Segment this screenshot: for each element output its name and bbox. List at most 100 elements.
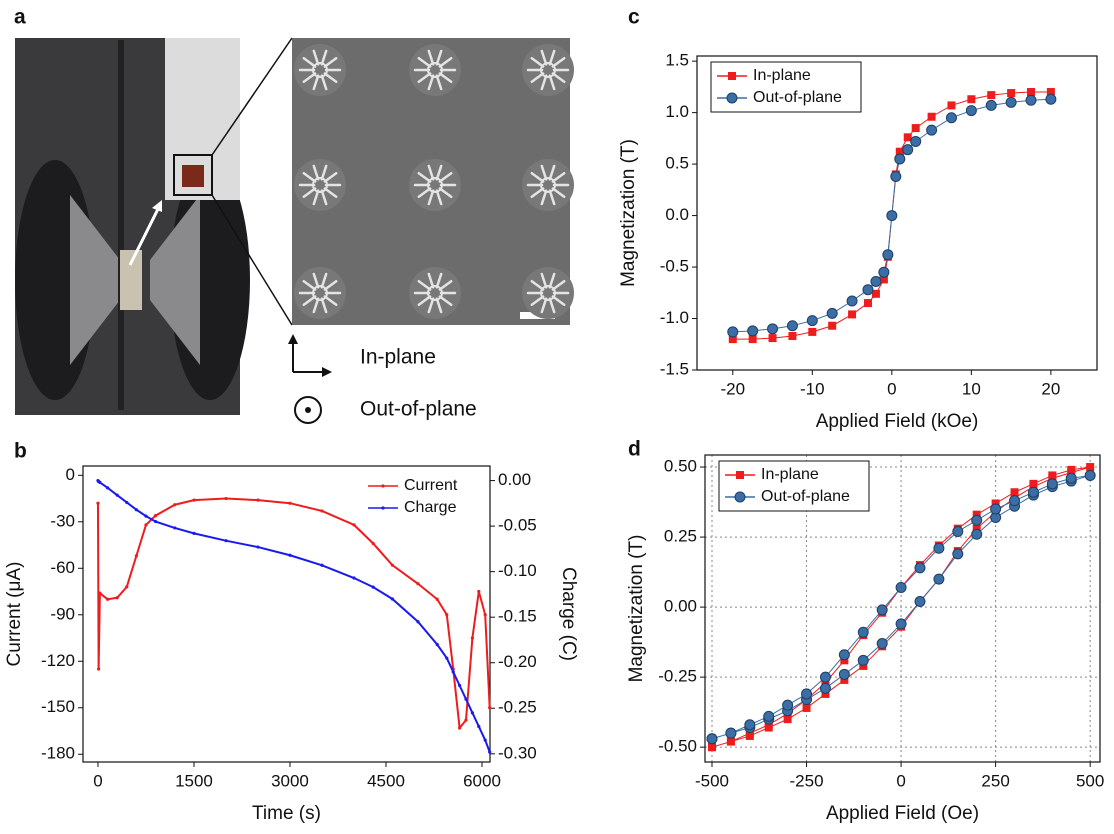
marker [1048, 471, 1057, 480]
microrobot-core [540, 177, 556, 193]
marker [927, 112, 936, 121]
marker [105, 597, 110, 601]
marker [863, 299, 872, 308]
microrobot-arm [417, 56, 432, 68]
marker [857, 626, 869, 638]
marker [144, 514, 148, 518]
x-tick-label: -10 [800, 379, 825, 398]
x-tick-label: 0 [896, 771, 905, 790]
microrobot-arm [302, 56, 317, 68]
marker [801, 688, 813, 700]
marker [96, 501, 100, 505]
direction-label: In-plane [360, 346, 436, 369]
marker [1027, 486, 1039, 498]
marker [788, 332, 797, 341]
microrobot-arm [427, 74, 435, 91]
microrobot-arm [548, 189, 556, 206]
marker [821, 689, 830, 698]
y-tick-label: -180 [41, 744, 75, 763]
microrobot-arm [438, 187, 453, 199]
legend-label: In-plane [761, 466, 819, 483]
x-tick-label: 6000 [463, 771, 501, 790]
y-tick-label: -120 [41, 651, 75, 670]
microrobot-arm [548, 49, 556, 66]
marker [971, 514, 983, 526]
pole-left [70, 195, 120, 365]
legend-label: Out-of-plane [761, 488, 850, 505]
x-tick-label: 500 [1076, 771, 1104, 790]
marker [971, 528, 983, 540]
microrobot-core [540, 62, 556, 78]
marker [734, 491, 746, 503]
sample [182, 165, 204, 187]
microrobot-arm [302, 72, 317, 84]
marker [464, 697, 468, 701]
marker [192, 498, 196, 502]
y-tick-label: 1.5 [665, 51, 689, 70]
legend-label: In-plane [753, 67, 811, 84]
y-tick-label: 0.00 [664, 597, 697, 616]
y2-tick-label: 0.00 [498, 470, 531, 489]
microrobot-arm [548, 164, 556, 181]
marker [435, 597, 439, 601]
y2-tick-label: -0.15 [498, 607, 537, 626]
microrobot-arm [435, 272, 443, 289]
marker [991, 499, 1000, 508]
plot-frame [704, 454, 1101, 763]
marker [895, 618, 907, 630]
y-tick-label: -0.25 [658, 667, 697, 686]
marker [840, 656, 849, 665]
zoom-line [211, 194, 293, 326]
marker [786, 320, 798, 332]
zoom-line [211, 37, 293, 156]
microrobot-arm [551, 72, 566, 84]
x-tick-label: 1500 [175, 771, 213, 790]
legend-label: Out-of-plane [753, 89, 842, 106]
microrobot-arm [417, 295, 432, 307]
marker [736, 471, 744, 479]
chart: b 0 1500 3000 4500 6000 0 -30 -60 -90 -120 -150 -180… [4, 440, 579, 824]
marker [98, 591, 102, 595]
marker [125, 500, 129, 505]
pole-right [150, 195, 200, 365]
marker [952, 548, 964, 560]
microrobot-halo [294, 267, 346, 319]
microrobot-arm [551, 295, 566, 307]
marker [725, 727, 737, 739]
microrobot-core [312, 285, 328, 301]
microrobot-arm [312, 164, 320, 181]
microrobot-arm [320, 297, 328, 314]
marker [381, 484, 385, 488]
microrobot-arm [302, 279, 317, 291]
marker [1065, 472, 1077, 484]
x-axis-title: Applied Field (Oe) [826, 803, 979, 824]
microrobot-arm [323, 187, 338, 199]
marker [846, 295, 858, 307]
microrobot-arm [312, 297, 320, 314]
rod [118, 40, 124, 410]
marker [972, 524, 981, 533]
microrobot-arm [320, 164, 328, 181]
marker [933, 573, 945, 585]
marker [105, 486, 110, 490]
marker [726, 92, 738, 104]
marker [706, 733, 718, 745]
marker [97, 667, 101, 671]
marker [224, 496, 228, 501]
arrow [128, 204, 162, 266]
arrow-head [322, 367, 332, 377]
marker [840, 675, 849, 684]
panel-label: a [14, 6, 26, 29]
microrobot-arm [540, 297, 548, 314]
microrobot-arm [312, 74, 320, 91]
microrobot-arm [312, 189, 320, 206]
microrobot-core [427, 285, 443, 301]
marker [914, 595, 926, 607]
zoom-box [173, 154, 213, 196]
out-of-plane-dot [305, 407, 311, 413]
microrobot-core [540, 285, 556, 301]
marker [435, 642, 439, 647]
marker [895, 147, 904, 156]
microrobot-arm [417, 187, 432, 199]
